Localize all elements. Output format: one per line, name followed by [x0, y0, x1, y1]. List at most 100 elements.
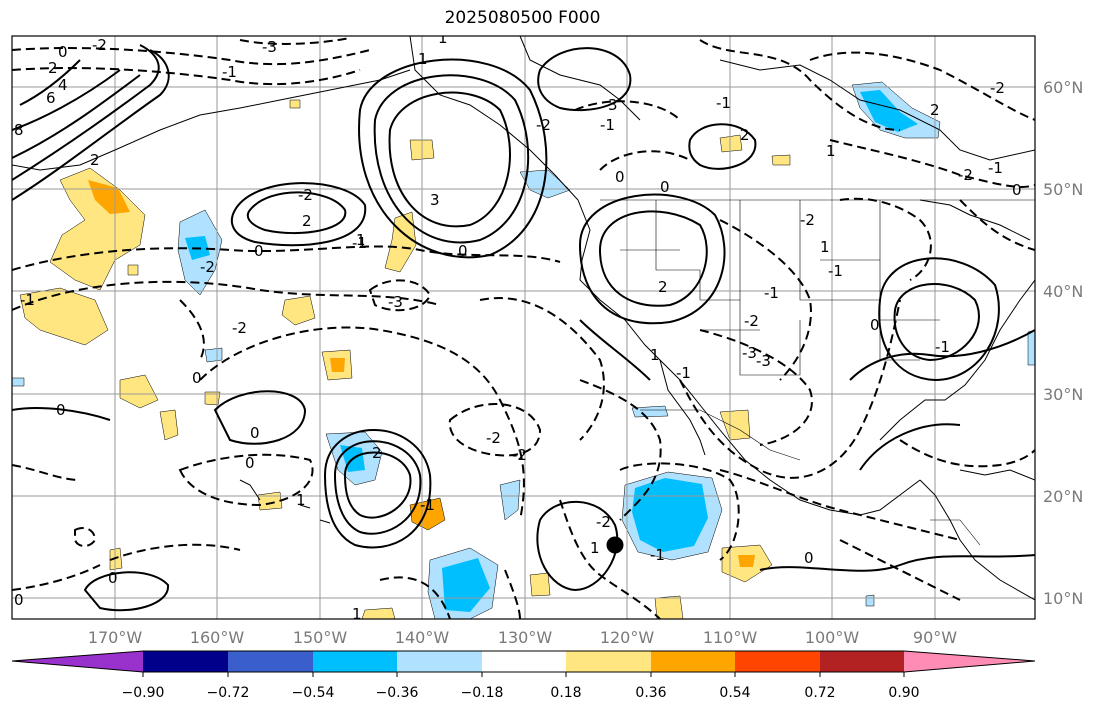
contour-label: 0 — [108, 569, 118, 587]
contour-label: -2 — [512, 446, 527, 464]
contour-label: 2 — [48, 59, 58, 77]
contour-label: -2 — [800, 211, 815, 229]
lat-label: 50°N — [1043, 180, 1083, 199]
colorbar-segment — [143, 651, 228, 672]
contour-label: 8 — [14, 121, 24, 139]
lon-label: 160°W — [190, 628, 245, 647]
contour-label: 0 — [56, 401, 66, 419]
coastlines — [12, 36, 1035, 601]
contour-label: 2 — [372, 444, 382, 462]
contour-label: 6 — [46, 89, 56, 107]
contour-label: 0 — [1012, 181, 1022, 199]
contour-label: -3 — [756, 352, 771, 370]
lat-label: 40°N — [1043, 282, 1083, 301]
contour-label: 1 — [352, 605, 362, 623]
contour-label: 1 — [820, 238, 830, 256]
contour-label: 0 — [804, 549, 814, 567]
colorbar-tick-label: 0.54 — [719, 685, 750, 701]
contour-label: 2 — [740, 126, 750, 144]
contour-label: -2 — [596, 513, 611, 531]
contour-label: 0 — [14, 591, 24, 609]
lat-label: 30°N — [1043, 385, 1083, 404]
lon-label: 100°W — [805, 628, 860, 647]
contour-label: -2 — [298, 186, 313, 204]
colorbar-segment — [397, 651, 482, 672]
colorbar-segment — [313, 651, 397, 672]
lon-label: 90°W — [913, 628, 957, 647]
contour-label: -2 — [744, 312, 759, 330]
lat-label: 10°N — [1043, 589, 1083, 608]
contour-label: -1 — [650, 546, 665, 564]
lon-label: 170°W — [88, 628, 143, 647]
colorbar-tick-label: 0.90 — [888, 685, 919, 701]
contour-label: 0 — [192, 369, 202, 387]
lon-label: 120°W — [600, 628, 655, 647]
contour-label: -2 — [232, 319, 247, 337]
contour-label: 3 — [608, 96, 618, 114]
lon-label: 110°W — [703, 628, 758, 647]
contour-label: -3 — [388, 293, 403, 311]
colorbar-tick-label: −0.72 — [207, 685, 250, 701]
colorbar-tick-label: 0.72 — [804, 685, 835, 701]
contour-label: 2 — [90, 151, 100, 169]
lat-label: 60°N — [1043, 78, 1083, 97]
political-borders — [600, 199, 1035, 546]
contour-label: 0 — [254, 242, 264, 260]
contour-label: -1 — [420, 496, 435, 514]
contour-label: -2 — [958, 166, 973, 184]
contour-label: -2 — [990, 79, 1005, 97]
contour-label: -1 — [222, 63, 237, 81]
colorbar-segment — [904, 651, 1035, 672]
contour-label: 1 — [356, 231, 366, 249]
contour-label: 0 — [660, 178, 670, 196]
contour-label: 1 — [296, 491, 306, 509]
contour-label: 2 — [658, 278, 668, 296]
contour-label: -1 — [352, 234, 367, 252]
colorbar: −0.90 −0.72 −0.54 −0.36 −0.18 0.18 0.36 … — [11, 650, 1036, 701]
storm-center-marker — [606, 536, 624, 554]
lon-label: 140°W — [395, 628, 450, 647]
contour-label: 4 — [58, 76, 68, 94]
colorbar-segment — [566, 651, 651, 672]
longitude-labels: 170°W 160°W 150°W 140°W 130°W 120°W 110°… — [88, 628, 957, 647]
latitude-labels: 60°N 50°N 40°N 30°N 20°N 10°N — [1043, 78, 1083, 608]
colorbar-segment — [228, 651, 313, 672]
contour-label: -1 — [988, 159, 1003, 177]
contour-label: 0 — [458, 242, 468, 260]
lat-label: 20°N — [1043, 487, 1083, 506]
contour-label: -1 — [676, 364, 691, 382]
colorbar-segment — [12, 651, 143, 672]
contour-label: -1 — [716, 94, 731, 112]
contour-label: -1 — [20, 291, 35, 309]
map-frame — [11, 35, 1036, 620]
contour-label: -2 — [536, 116, 551, 134]
contour-label: -2 — [486, 429, 501, 447]
contour-label: 1 — [650, 346, 660, 364]
colorbar-segment — [820, 651, 904, 672]
contour-label: 1 — [590, 539, 600, 557]
colorbar-tick-label: −0.18 — [461, 685, 504, 701]
negative-contours — [12, 37, 1035, 619]
colorbar-ticks — [142, 672, 905, 677]
colorbar-segment — [651, 651, 735, 672]
contour-label: 0 — [58, 43, 68, 61]
colorbar-tick-label: −0.90 — [122, 685, 165, 701]
contour-label: -3 — [742, 344, 757, 362]
contour-label: 0 — [870, 316, 880, 334]
contour-label: -1 — [600, 116, 615, 134]
positive-contours — [12, 44, 1035, 612]
contour-label: 3 — [430, 191, 440, 209]
contour-label: 2 — [930, 101, 940, 119]
contour-label: -1 — [828, 262, 843, 280]
map-background — [12, 36, 1035, 619]
map-title: 2025080500 F000 — [444, 8, 601, 28]
contour-label: 2 — [302, 212, 312, 230]
contour-label: 0 — [615, 168, 625, 186]
contour-label: 1 — [826, 142, 836, 160]
contour-label: 1 — [418, 50, 428, 68]
contour-labels: 0 2 4 6 8 -2 -3 2 1 -1 -2 3 2 -1 -2 1 2 … — [14, 36, 1022, 623]
lon-label: 130°W — [498, 628, 553, 647]
map-content: 0 2 4 6 8 -2 -3 2 1 -1 -2 3 2 -1 -2 1 2 … — [12, 36, 1035, 623]
colorbar-tick-label: 0.18 — [550, 685, 581, 701]
